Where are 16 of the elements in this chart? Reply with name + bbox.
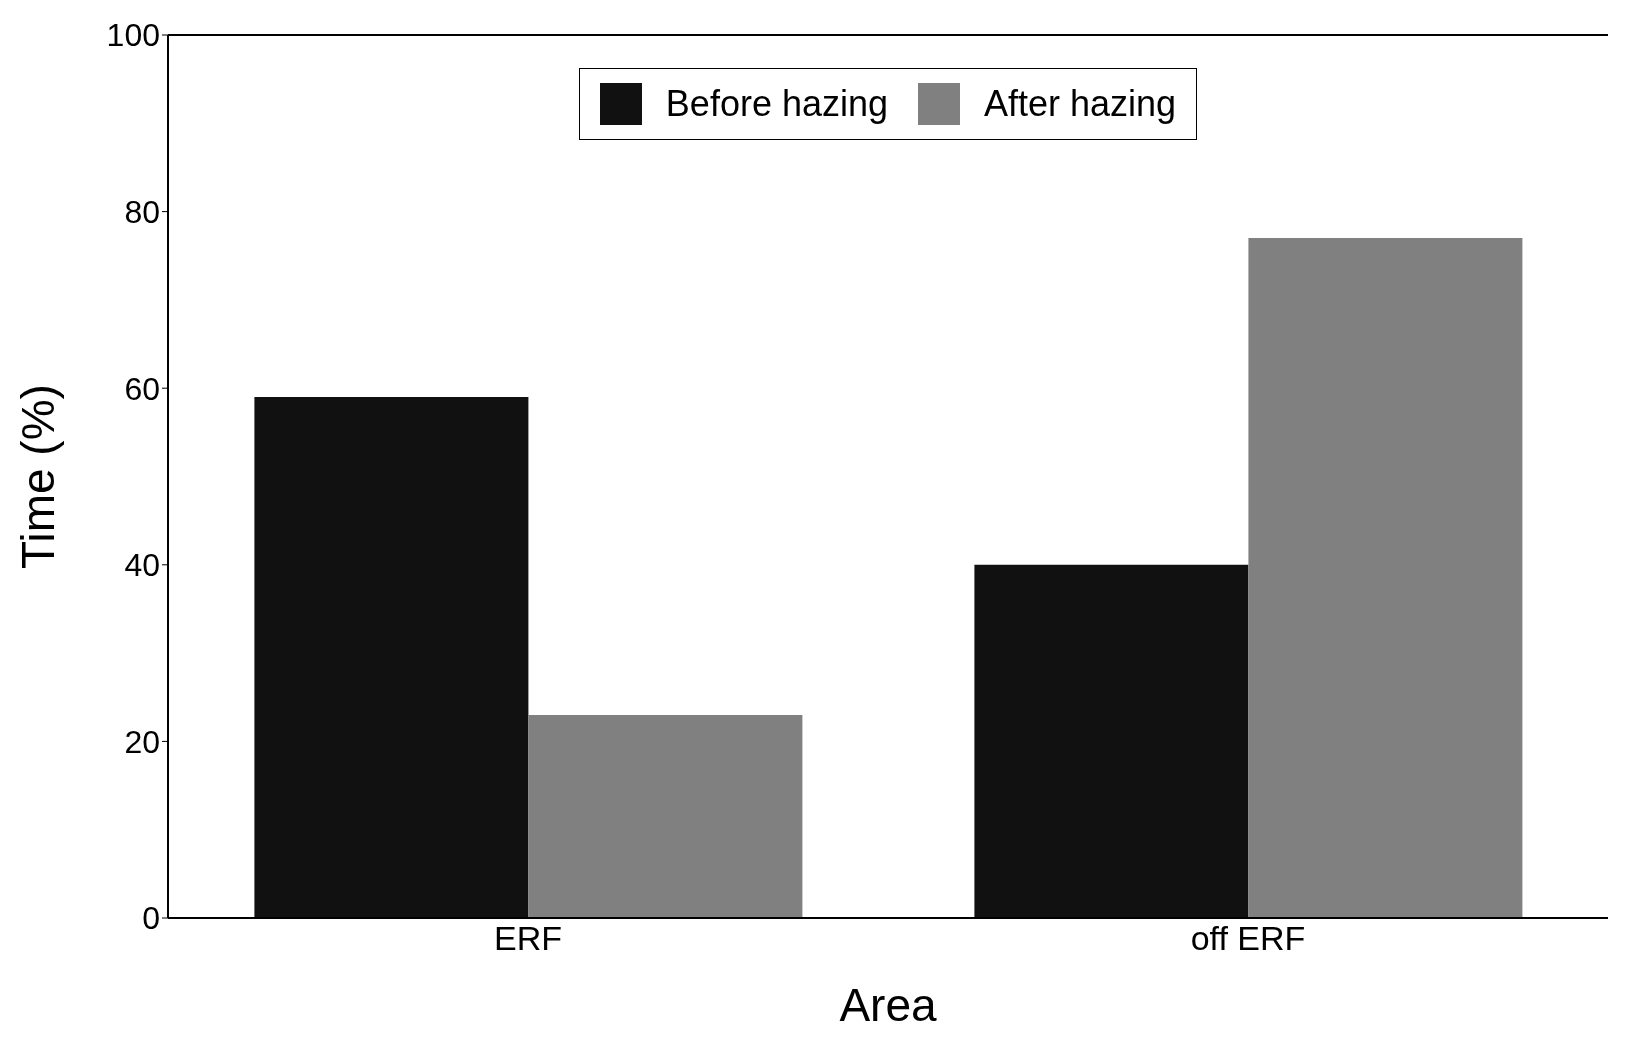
y-tick-label: 20: [124, 723, 160, 760]
x-tick-label: ERF: [494, 919, 562, 958]
legend-label: After hazing: [984, 83, 1177, 125]
bar: [974, 564, 1249, 918]
y-tick-label: 80: [124, 193, 160, 230]
y-axis-title: Time (%): [12, 384, 65, 569]
x-axis-title: Area: [839, 978, 937, 1031]
y-tick-label: 0: [142, 900, 160, 937]
legend-label: Before hazing: [665, 83, 889, 125]
y-tick-label: 60: [124, 370, 160, 407]
bar: [254, 397, 529, 918]
bar: [1248, 238, 1523, 918]
y-tick-label: 40: [124, 547, 160, 584]
y-tick-label: 100: [106, 17, 160, 54]
x-tick-label: off ERF: [1190, 919, 1306, 958]
bar: [528, 714, 803, 918]
